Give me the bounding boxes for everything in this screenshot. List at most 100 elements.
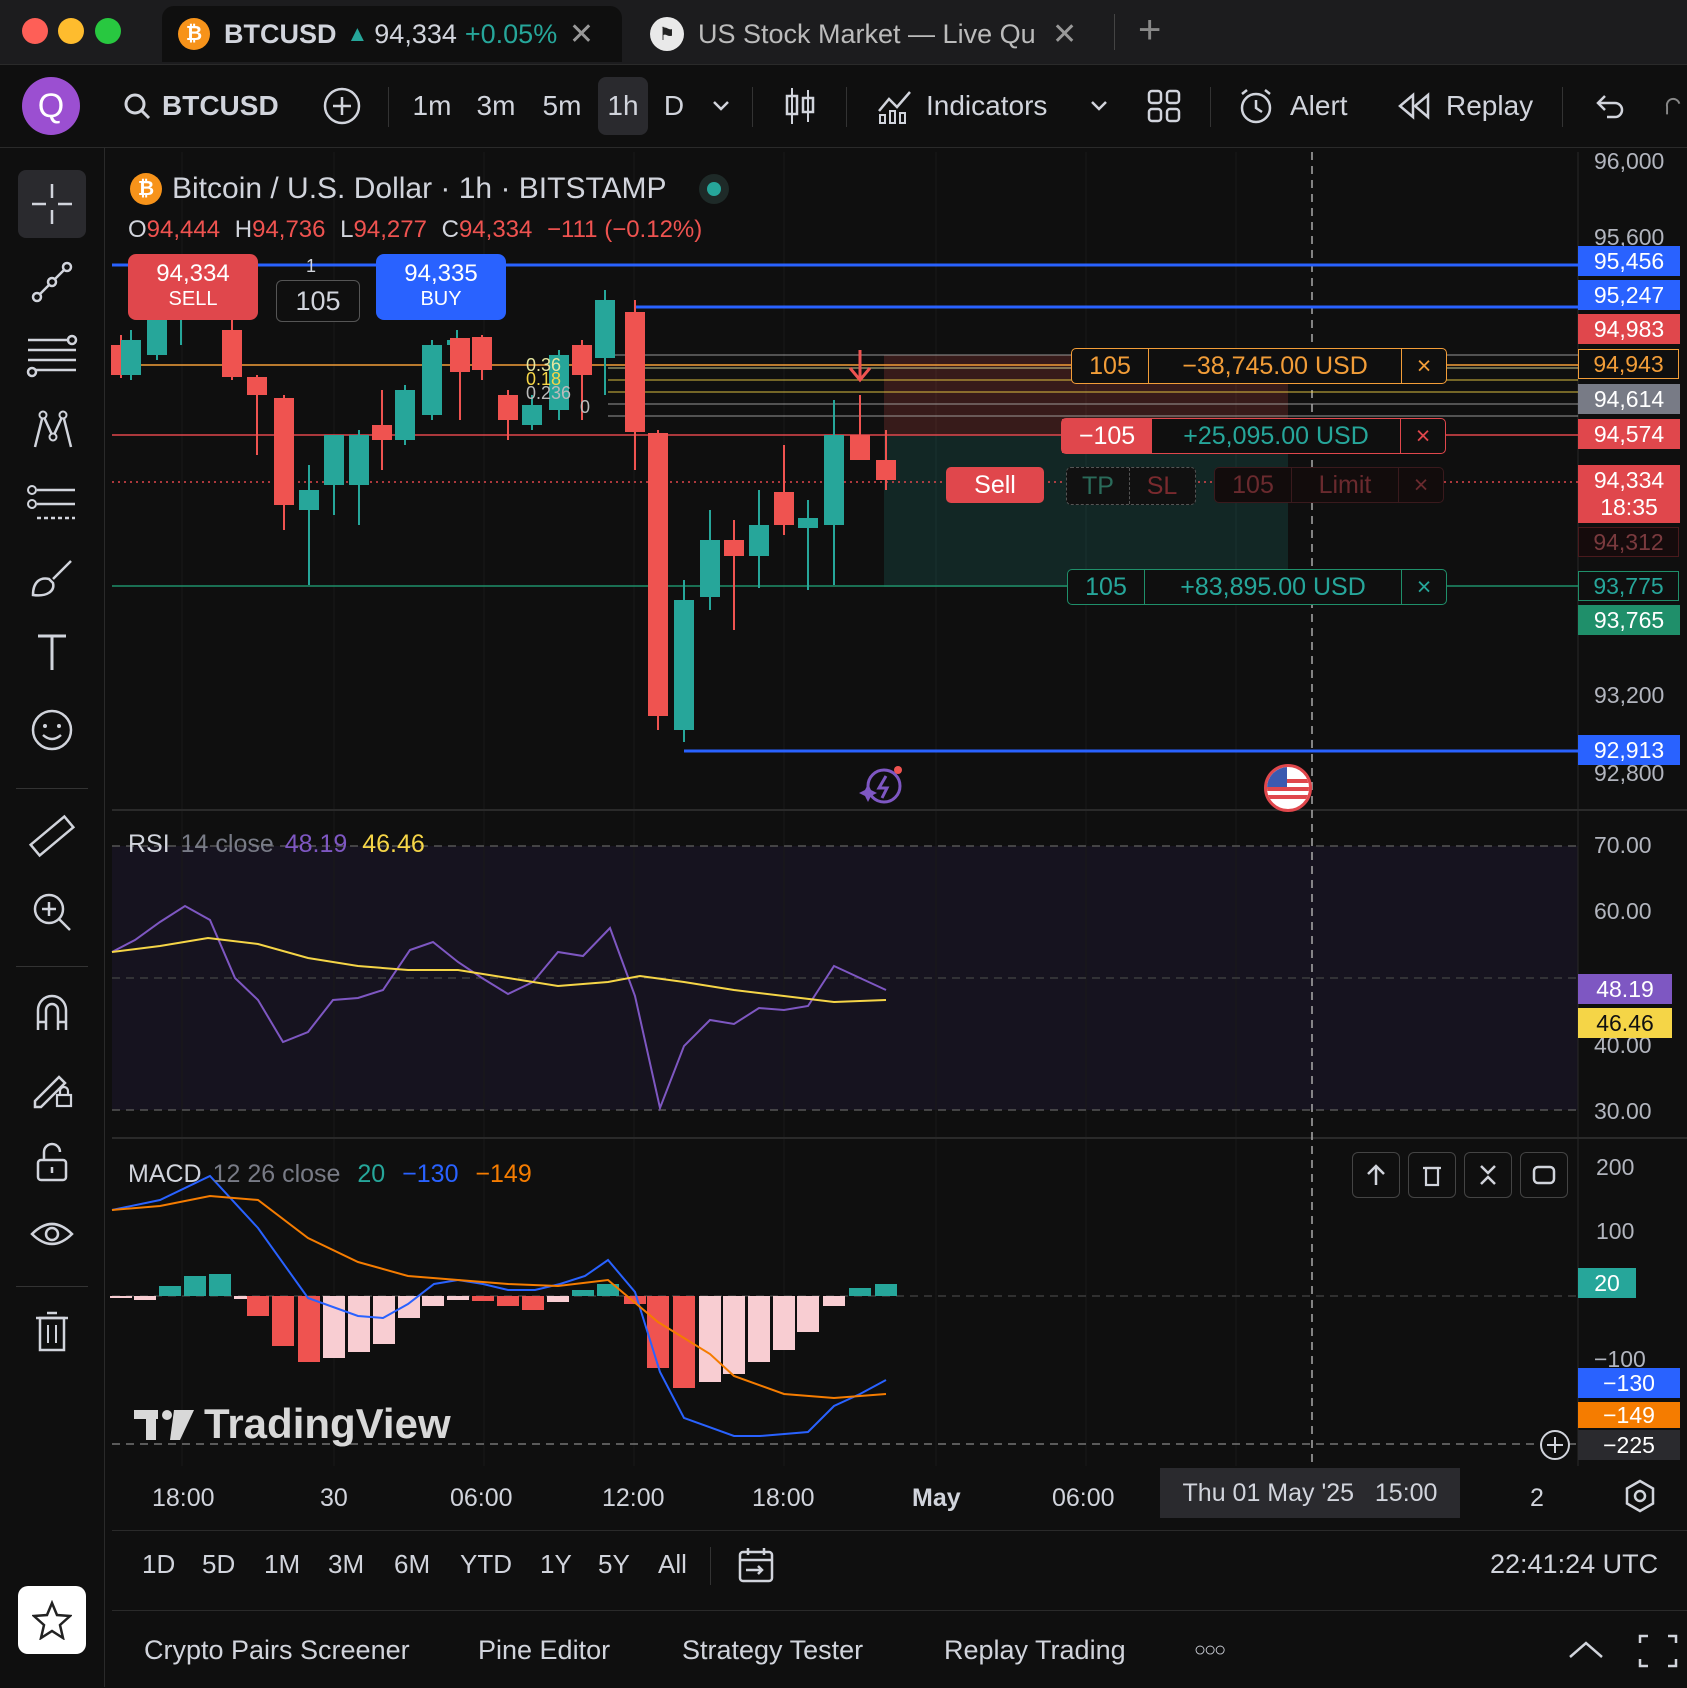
close-value: 94,334 <box>458 216 533 243</box>
position-line[interactable]: −105 +25,095.00 USD × <box>1061 418 1446 454</box>
interval-1m[interactable]: 1m <box>412 90 452 121</box>
user-avatar[interactable]: Q <box>22 77 80 135</box>
price-tag-blue: 95,247 <box>1578 280 1680 310</box>
price-tag-blue: 92,913 <box>1578 735 1680 765</box>
interval-1h[interactable]: 1h <box>598 77 648 135</box>
magnet-icon[interactable] <box>18 978 86 1046</box>
interval-5m[interactable]: 5m <box>542 90 582 121</box>
limit-order-line[interactable]: 105 Limit × <box>1214 467 1444 503</box>
macd-legend[interactable]: MACD 12 26 close 20 −130 −149 <box>128 1160 532 1188</box>
tab-strategy-tester[interactable]: Strategy Tester <box>682 1635 864 1665</box>
chevron-up-icon[interactable] <box>1566 1637 1606 1666</box>
interval-d[interactable]: D <box>663 90 685 121</box>
stop-loss-button[interactable]: SL <box>1146 471 1178 500</box>
close-position-icon[interactable]: × <box>1415 421 1431 450</box>
close-window-button[interactable] <box>22 18 48 44</box>
emoji-icon[interactable] <box>18 696 86 764</box>
macd-histogram-bar <box>110 1296 132 1298</box>
more-options-icon[interactable]: ○○○ <box>1194 1639 1226 1661</box>
range-5y[interactable]: 5Y <box>598 1549 630 1579</box>
candle-body <box>824 435 844 525</box>
macd-histogram-bar <box>875 1284 897 1296</box>
tradingview-logo-icon <box>134 1410 194 1440</box>
range-3m[interactable]: 3M <box>328 1549 365 1579</box>
candle-body <box>274 398 294 505</box>
tab-replay-trading[interactable]: Replay Trading <box>944 1635 1126 1665</box>
macd-histogram-bar <box>209 1274 231 1296</box>
trend-line-icon[interactable] <box>18 248 86 316</box>
layouts-grid-icon[interactable] <box>1146 77 1182 135</box>
text-tool-icon[interactable] <box>18 618 86 686</box>
eye-icon[interactable] <box>18 1202 86 1270</box>
goto-date-calendar-icon[interactable] <box>736 1545 776 1585</box>
time-tick: 30 <box>320 1484 348 1512</box>
symbol-search-button[interactable]: BTCUSD <box>122 77 292 135</box>
interval-3m[interactable]: 3m <box>476 90 516 121</box>
close-limit-icon[interactable]: × <box>1413 470 1429 499</box>
forecasting-icon[interactable] <box>18 470 86 538</box>
tab-btcusd[interactable]: ₿ BTCUSD ▲ 94,334 +0.05% ✕ <box>162 6 622 62</box>
trash-icon[interactable] <box>18 1298 86 1366</box>
maximize-pane-icon[interactable] <box>1520 1152 1568 1198</box>
delete-pane-icon[interactable] <box>1408 1152 1456 1198</box>
sparkle-icon[interactable] <box>856 764 904 806</box>
close-tab-icon[interactable]: ✕ <box>568 17 595 51</box>
settings-gear-icon[interactable] <box>1622 1478 1658 1514</box>
buy-button[interactable]: 94,335 BUY <box>376 254 506 320</box>
sell-order-button[interactable]: Sell <box>946 467 1044 503</box>
replay-button[interactable]: Replay <box>1396 77 1536 135</box>
legend-title[interactable]: Bitcoin / U.S. Dollar · 1h · BITSTAMP <box>172 172 667 205</box>
market-status-dot[interactable] <box>706 182 721 196</box>
lock-drawings-icon[interactable] <box>18 1052 86 1120</box>
close-order-icon[interactable]: × <box>1416 351 1432 380</box>
time-axis[interactable]: 18:00 30 06:00 12:00 18:00 May 06:00 Thu… <box>112 1468 1687 1528</box>
alert-button[interactable]: Alert <box>1236 77 1366 135</box>
compare-symbol-button[interactable] <box>318 77 366 135</box>
unlock-icon[interactable] <box>18 1128 86 1196</box>
range-5d[interactable]: 5D <box>202 1549 236 1579</box>
indicators-dropdown-chevron-icon[interactable] <box>1086 77 1112 135</box>
bitcoin-icon: ₿ <box>178 18 210 50</box>
new-tab-icon[interactable]: + <box>1138 8 1162 52</box>
crosshair-icon[interactable] <box>18 170 86 238</box>
tab-pine-editor[interactable]: Pine Editor <box>478 1635 611 1665</box>
add-plus-icon[interactable] <box>1538 1428 1572 1462</box>
tab-us-stock-market[interactable]: ⚑ US Stock Market — Live Qu ✕ <box>650 6 1110 62</box>
maximize-window-button[interactable] <box>95 18 121 44</box>
maximize-panel-icon[interactable] <box>1638 1633 1678 1669</box>
rsi-legend[interactable]: RSI 14 close 48.19 46.46 <box>128 830 425 858</box>
us-flag-event-icon[interactable] <box>1264 764 1312 812</box>
utc-clock[interactable]: 22:41:24 UTC <box>1490 1549 1659 1579</box>
collapse-pane-icon[interactable] <box>1464 1152 1512 1198</box>
take-profit-button[interactable]: TP <box>1067 468 1130 504</box>
tab-crypto-pairs-screener[interactable]: Crypto Pairs Screener <box>144 1635 410 1665</box>
indicators-button[interactable]: Indicators <box>876 77 1056 135</box>
range-6m[interactable]: 6M <box>394 1549 431 1579</box>
order-line-bottom[interactable]: 105 +83,895.00 USD × <box>1067 569 1447 605</box>
pattern-icon[interactable] <box>18 396 86 464</box>
interval-dropdown-chevron-icon[interactable] <box>706 77 736 135</box>
candle-body <box>798 518 818 528</box>
range-1y[interactable]: 1Y <box>540 1549 572 1579</box>
brush-icon[interactable] <box>18 544 86 612</box>
range-ytd[interactable]: YTD <box>460 1549 512 1579</box>
order-line-top[interactable]: 105 −38,745.00 USD × <box>1071 348 1447 384</box>
redo-icon[interactable] <box>1664 77 1687 135</box>
move-pane-up-icon[interactable] <box>1352 1152 1400 1198</box>
close-tab-icon[interactable]: ✕ <box>1052 17 1078 51</box>
candle-body <box>324 435 344 485</box>
candles-chart-type-icon[interactable] <box>780 77 820 135</box>
zoom-in-icon[interactable] <box>18 878 86 946</box>
macd-histogram-bar <box>272 1296 294 1346</box>
sell-button[interactable]: 94,334 SELL <box>128 254 258 320</box>
ruler-icon[interactable] <box>18 802 86 870</box>
range-all[interactable]: All <box>658 1549 687 1579</box>
close-order-icon[interactable]: × <box>1416 572 1432 601</box>
fib-retracement-icon[interactable] <box>18 322 86 390</box>
quantity-field[interactable]: 105 <box>276 280 360 322</box>
range-1d[interactable]: 1D <box>142 1549 176 1579</box>
range-1m[interactable]: 1M <box>264 1549 301 1579</box>
watchlist-star-icon[interactable] <box>18 1586 86 1654</box>
undo-icon[interactable] <box>1592 77 1628 135</box>
minimize-window-button[interactable] <box>58 18 84 44</box>
